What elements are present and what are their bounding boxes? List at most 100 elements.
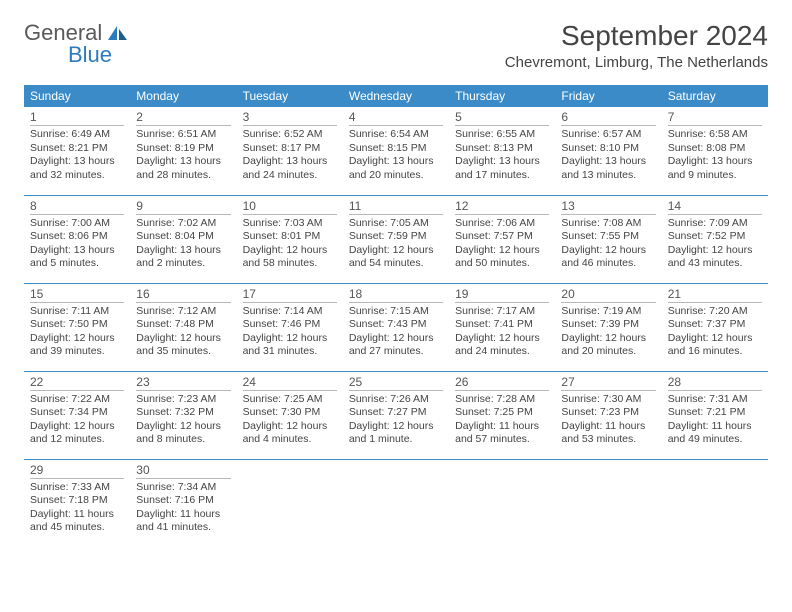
sunset-text: Sunset: 8:13 PM (455, 142, 549, 156)
daylight-text: Daylight: 12 hours (455, 332, 549, 346)
daylight-text: and 1 minute. (349, 433, 443, 447)
day-cell: 8 Sunrise: 7:00 AM Sunset: 8:06 PM Dayli… (24, 195, 130, 283)
sunrise-text: Sunrise: 7:20 AM (668, 305, 762, 319)
day-cell: 10 Sunrise: 7:03 AM Sunset: 8:01 PM Dayl… (237, 195, 343, 283)
day-cell: 30 Sunrise: 7:34 AM Sunset: 7:16 PM Dayl… (130, 459, 236, 547)
daylight-text: and 46 minutes. (561, 257, 655, 271)
day-number: 28 (668, 375, 762, 391)
day-cell: 1 Sunrise: 6:49 AM Sunset: 8:21 PM Dayli… (24, 107, 130, 195)
daylight-text: and 24 minutes. (243, 169, 337, 183)
sunrise-text: Sunrise: 7:05 AM (349, 217, 443, 231)
calendar-row: 22 Sunrise: 7:22 AM Sunset: 7:34 PM Dayl… (24, 371, 768, 459)
sunset-text: Sunset: 8:08 PM (668, 142, 762, 156)
daylight-text: and 20 minutes. (349, 169, 443, 183)
daylight-text: Daylight: 12 hours (349, 244, 443, 258)
day-number: 24 (243, 375, 337, 391)
sunrise-text: Sunrise: 6:57 AM (561, 128, 655, 142)
day-number: 10 (243, 199, 337, 215)
day-cell: 25 Sunrise: 7:26 AM Sunset: 7:27 PM Dayl… (343, 371, 449, 459)
day-number: 16 (136, 287, 230, 303)
daylight-text: and 41 minutes. (136, 521, 230, 535)
sunset-text: Sunset: 7:48 PM (136, 318, 230, 332)
sunrise-text: Sunrise: 6:52 AM (243, 128, 337, 142)
daylight-text: Daylight: 12 hours (561, 332, 655, 346)
day-number: 20 (561, 287, 655, 303)
daylight-text: Daylight: 12 hours (561, 244, 655, 258)
sunrise-text: Sunrise: 7:23 AM (136, 393, 230, 407)
daylight-text: Daylight: 13 hours (30, 155, 124, 169)
day-cell: 21 Sunrise: 7:20 AM Sunset: 7:37 PM Dayl… (662, 283, 768, 371)
day-cell: 4 Sunrise: 6:54 AM Sunset: 8:15 PM Dayli… (343, 107, 449, 195)
daylight-text: Daylight: 11 hours (668, 420, 762, 434)
sunset-text: Sunset: 8:15 PM (349, 142, 443, 156)
calendar-row: 29 Sunrise: 7:33 AM Sunset: 7:18 PM Dayl… (24, 459, 768, 547)
daylight-text: and 39 minutes. (30, 345, 124, 359)
sunset-text: Sunset: 7:41 PM (455, 318, 549, 332)
day-number: 9 (136, 199, 230, 215)
daylight-text: Daylight: 12 hours (30, 332, 124, 346)
day-number: 6 (561, 110, 655, 126)
day-cell: 27 Sunrise: 7:30 AM Sunset: 7:23 PM Dayl… (555, 371, 661, 459)
daylight-text: Daylight: 12 hours (349, 332, 443, 346)
day-cell: 11 Sunrise: 7:05 AM Sunset: 7:59 PM Dayl… (343, 195, 449, 283)
day-cell: 18 Sunrise: 7:15 AM Sunset: 7:43 PM Dayl… (343, 283, 449, 371)
day-number: 18 (349, 287, 443, 303)
sunrise-text: Sunrise: 7:26 AM (349, 393, 443, 407)
day-cell: 29 Sunrise: 7:33 AM Sunset: 7:18 PM Dayl… (24, 459, 130, 547)
daylight-text: and 24 minutes. (455, 345, 549, 359)
daylight-text: and 57 minutes. (455, 433, 549, 447)
daylight-text: and 16 minutes. (668, 345, 762, 359)
sunrise-text: Sunrise: 7:34 AM (136, 481, 230, 495)
day-number: 7 (668, 110, 762, 126)
daylight-text: and 58 minutes. (243, 257, 337, 271)
daylight-text: Daylight: 12 hours (243, 332, 337, 346)
day-cell: 12 Sunrise: 7:06 AM Sunset: 7:57 PM Dayl… (449, 195, 555, 283)
sunset-text: Sunset: 7:16 PM (136, 494, 230, 508)
sunset-text: Sunset: 8:21 PM (30, 142, 124, 156)
sunset-text: Sunset: 8:10 PM (561, 142, 655, 156)
day-cell: 20 Sunrise: 7:19 AM Sunset: 7:39 PM Dayl… (555, 283, 661, 371)
daylight-text: and 50 minutes. (455, 257, 549, 271)
calendar-row: 1 Sunrise: 6:49 AM Sunset: 8:21 PM Dayli… (24, 107, 768, 195)
day-cell: 17 Sunrise: 7:14 AM Sunset: 7:46 PM Dayl… (237, 283, 343, 371)
sunrise-text: Sunrise: 7:19 AM (561, 305, 655, 319)
daylight-text: and 43 minutes. (668, 257, 762, 271)
daylight-text: and 32 minutes. (30, 169, 124, 183)
sunrise-text: Sunrise: 7:09 AM (668, 217, 762, 231)
weekday-header-row: Sunday Monday Tuesday Wednesday Thursday… (24, 85, 768, 107)
day-cell: 22 Sunrise: 7:22 AM Sunset: 7:34 PM Dayl… (24, 371, 130, 459)
sunrise-text: Sunrise: 7:06 AM (455, 217, 549, 231)
daylight-text: Daylight: 13 hours (243, 155, 337, 169)
day-number: 25 (349, 375, 443, 391)
daylight-text: and 35 minutes. (136, 345, 230, 359)
daylight-text: Daylight: 13 hours (668, 155, 762, 169)
empty-cell (449, 459, 555, 547)
sunrise-text: Sunrise: 7:28 AM (455, 393, 549, 407)
daylight-text: Daylight: 12 hours (668, 244, 762, 258)
day-number: 19 (455, 287, 549, 303)
sunrise-text: Sunrise: 6:49 AM (30, 128, 124, 142)
empty-cell (662, 459, 768, 547)
day-number: 5 (455, 110, 549, 126)
sunrise-text: Sunrise: 7:33 AM (30, 481, 124, 495)
day-cell: 3 Sunrise: 6:52 AM Sunset: 8:17 PM Dayli… (237, 107, 343, 195)
daylight-text: and 4 minutes. (243, 433, 337, 447)
day-number: 13 (561, 199, 655, 215)
daylight-text: and 49 minutes. (668, 433, 762, 447)
sunrise-text: Sunrise: 7:17 AM (455, 305, 549, 319)
day-cell: 16 Sunrise: 7:12 AM Sunset: 7:48 PM Dayl… (130, 283, 236, 371)
day-number: 1 (30, 110, 124, 126)
daylight-text: and 17 minutes. (455, 169, 549, 183)
day-number: 17 (243, 287, 337, 303)
sunset-text: Sunset: 8:04 PM (136, 230, 230, 244)
title-block: September 2024 Chevremont, Limburg, The … (505, 20, 768, 71)
daylight-text: and 27 minutes. (349, 345, 443, 359)
day-cell: 2 Sunrise: 6:51 AM Sunset: 8:19 PM Dayli… (130, 107, 236, 195)
day-cell: 13 Sunrise: 7:08 AM Sunset: 7:55 PM Dayl… (555, 195, 661, 283)
sunset-text: Sunset: 7:34 PM (30, 406, 124, 420)
daylight-text: and 9 minutes. (668, 169, 762, 183)
daylight-text: Daylight: 12 hours (243, 420, 337, 434)
sunset-text: Sunset: 8:01 PM (243, 230, 337, 244)
month-title: September 2024 (505, 20, 768, 52)
day-number: 4 (349, 110, 443, 126)
